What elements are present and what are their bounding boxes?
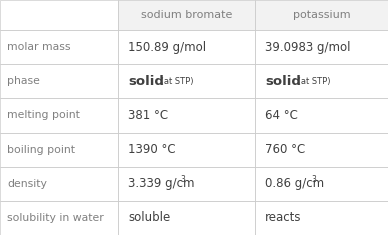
Bar xyxy=(255,0,388,30)
Text: phase: phase xyxy=(7,76,40,86)
Bar xyxy=(118,0,255,30)
Bar xyxy=(118,133,255,167)
Text: (at STP): (at STP) xyxy=(158,77,194,86)
Bar xyxy=(118,0,255,30)
Bar xyxy=(255,98,388,133)
Text: 39.0983 g/mol: 39.0983 g/mol xyxy=(265,41,350,54)
Text: density: density xyxy=(7,179,47,189)
Bar xyxy=(255,64,388,98)
Text: 0.86 g/cm: 0.86 g/cm xyxy=(265,177,324,190)
Bar xyxy=(118,167,255,201)
Bar xyxy=(0,30,118,64)
Text: sodium bromate: sodium bromate xyxy=(141,10,232,20)
Text: 3.339 g/cm: 3.339 g/cm xyxy=(128,177,194,190)
Text: boiling point: boiling point xyxy=(7,145,75,155)
Text: 3: 3 xyxy=(180,175,185,184)
Bar xyxy=(255,167,388,201)
Bar xyxy=(0,167,118,201)
Bar xyxy=(118,30,255,64)
Bar xyxy=(0,133,118,167)
Bar xyxy=(255,133,388,167)
Bar xyxy=(118,64,255,98)
Text: reacts: reacts xyxy=(265,212,301,224)
Text: 1390 °C: 1390 °C xyxy=(128,143,176,156)
Bar xyxy=(0,64,118,98)
Text: (at STP): (at STP) xyxy=(295,77,331,86)
Bar xyxy=(118,201,255,235)
Text: soluble: soluble xyxy=(128,212,170,224)
Text: 64 °C: 64 °C xyxy=(265,109,298,122)
Text: solubility in water: solubility in water xyxy=(7,213,104,223)
Text: solid: solid xyxy=(128,75,164,88)
Text: 381 °C: 381 °C xyxy=(128,109,168,122)
Text: solid: solid xyxy=(265,75,301,88)
Text: melting point: melting point xyxy=(7,110,80,120)
Text: molar mass: molar mass xyxy=(7,42,71,52)
Text: 760 °C: 760 °C xyxy=(265,143,305,156)
Bar xyxy=(255,201,388,235)
Text: 150.89 g/mol: 150.89 g/mol xyxy=(128,41,206,54)
Bar xyxy=(255,0,388,30)
Bar xyxy=(255,30,388,64)
Bar xyxy=(0,201,118,235)
Bar xyxy=(0,0,118,30)
Text: potassium: potassium xyxy=(293,10,350,20)
Bar xyxy=(0,98,118,133)
Text: 3: 3 xyxy=(312,175,317,184)
Bar xyxy=(118,98,255,133)
